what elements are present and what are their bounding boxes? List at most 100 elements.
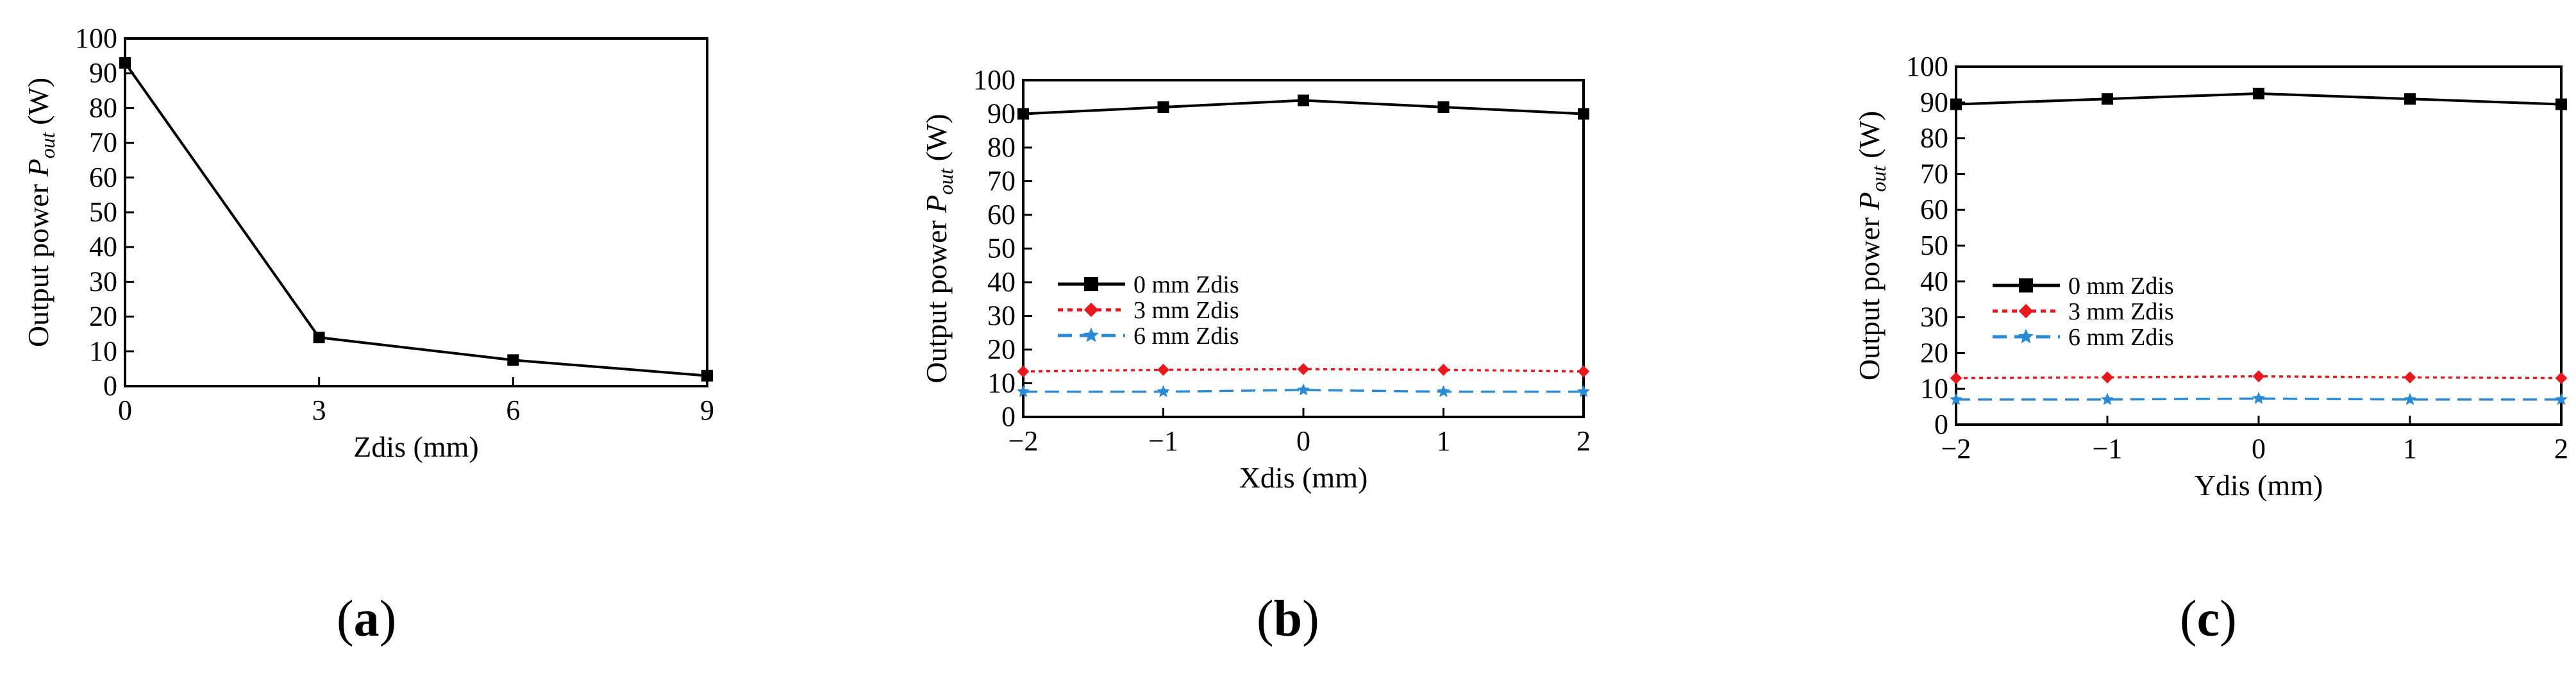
data-point — [1017, 108, 1029, 120]
x-tick-label: 9 — [700, 394, 714, 426]
y-tick-label: 50 — [987, 233, 1016, 264]
y-tick-label: 60 — [987, 199, 1016, 230]
y-tick-label: 100 — [75, 22, 117, 54]
y-tick-label: 30 — [1920, 301, 1948, 333]
legend-label: 0 mm Zdis — [2068, 273, 2174, 300]
legend-marker — [1083, 302, 1099, 318]
x-tick-label: −2 — [1941, 433, 1971, 464]
x-axis-label: Ydis (mm) — [2195, 469, 2323, 502]
chart-panel-c: 0 10 20 30 40 50 60 70 80 90 100 −2 −1 0 1 2 Ydis (mm) Ou… — [1853, 51, 2568, 502]
x-tick-label: 0 — [2252, 433, 2266, 464]
x-tick-label: 1 — [1437, 425, 1451, 457]
y-tick-label: 70 — [1920, 158, 1948, 189]
panel-label-b: (b) — [1257, 591, 1319, 647]
y-tick-label: 80 — [1920, 123, 1948, 154]
data-point — [1950, 393, 1962, 405]
data-point — [313, 332, 325, 344]
series-line-2 — [1956, 397, 2561, 401]
x-tick-label: −2 — [1008, 425, 1039, 457]
x-tick-label: 2 — [2554, 433, 2568, 464]
data-point — [1298, 94, 1309, 106]
y-tick-label: 20 — [987, 334, 1016, 365]
data-point — [2102, 93, 2113, 105]
y-tick-label: 40 — [89, 231, 117, 262]
data-point — [2101, 393, 2114, 405]
x-tick-label: 0 — [118, 394, 132, 426]
x-tick-label: 3 — [312, 394, 326, 426]
y-tick-label: 30 — [89, 266, 117, 297]
y-tick-label: 60 — [89, 162, 117, 193]
data-point — [2252, 370, 2265, 383]
y-tick-label: 80 — [987, 131, 1016, 163]
x-tick-label: −1 — [2093, 433, 2123, 464]
series-line-0 — [124, 62, 708, 377]
data-point — [1157, 385, 1170, 398]
x-tick-label: 6 — [506, 394, 520, 426]
panel-label-a: (a) — [337, 591, 397, 647]
legend-label: 0 mm Zdis — [1133, 271, 1239, 298]
data-point — [1437, 385, 1450, 398]
legend-marker — [2018, 328, 2034, 344]
data-point — [1950, 372, 1962, 384]
data-point — [2404, 93, 2416, 105]
data-point — [1157, 101, 1169, 113]
y-tick-label: 10 — [1920, 373, 1948, 404]
y-tick-label: 100 — [973, 64, 1016, 96]
data-point — [1437, 101, 1450, 113]
y-tick-label: 10 — [89, 335, 117, 367]
x-axis-label: Xdis (mm) — [1239, 461, 1368, 494]
y-tick-label: 100 — [1906, 51, 1948, 82]
data-point — [1577, 385, 1590, 398]
legend-marker — [1083, 327, 1099, 343]
legend-marker — [1084, 277, 1098, 291]
data-point — [1577, 365, 1590, 378]
data-point — [2404, 371, 2416, 384]
panel-label-c: (c) — [2180, 591, 2237, 647]
data-point — [507, 354, 519, 366]
legend-label: 6 mm Zdis — [1133, 323, 1239, 350]
data-point — [1157, 364, 1169, 376]
y-tick-label: 0 — [1934, 409, 1948, 440]
data-point — [1578, 108, 1589, 120]
y-axis-label: Output power Pout (W) — [22, 78, 59, 347]
y-tick-label: 20 — [89, 301, 117, 332]
y-tick-label: 90 — [89, 57, 117, 89]
y-axis-label: Output power Pout (W) — [920, 114, 957, 383]
data-point — [2555, 98, 2567, 110]
data-point — [2555, 393, 2568, 405]
x-tick-label: −1 — [1148, 425, 1178, 457]
plot-frame — [124, 37, 708, 387]
series-line-2 — [1023, 389, 1584, 393]
y-tick-label: 50 — [1920, 230, 1948, 261]
y-tick-label: 30 — [987, 300, 1016, 332]
data-point — [1017, 365, 1030, 378]
data-point — [2404, 393, 2416, 405]
data-point — [701, 369, 713, 382]
y-tick-label: 60 — [1920, 194, 1948, 225]
data-point — [1297, 383, 1310, 396]
legend-label: 6 mm Zdis — [2068, 324, 2174, 351]
y-tick-label: 80 — [89, 92, 117, 123]
data-point — [2253, 87, 2264, 99]
y-tick-label: 20 — [1920, 337, 1948, 368]
data-point — [2555, 372, 2568, 384]
y-tick-label: 10 — [987, 368, 1016, 399]
x-axis-label: Zdis (mm) — [353, 430, 478, 463]
y-tick-label: 40 — [1920, 266, 1948, 297]
x-tick-label: 0 — [1296, 425, 1310, 457]
data-point — [1297, 363, 1310, 375]
data-point — [2252, 391, 2265, 404]
data-point — [1950, 98, 1962, 110]
y-tick-label: 90 — [987, 98, 1016, 130]
data-point — [2101, 371, 2114, 384]
y-tick-label: 0 — [103, 370, 117, 402]
x-tick-label: 2 — [1577, 425, 1591, 457]
x-tick-label: 1 — [2403, 433, 2417, 464]
data-point — [1437, 364, 1450, 376]
legend-label: 3 mm Zdis — [1133, 297, 1239, 324]
